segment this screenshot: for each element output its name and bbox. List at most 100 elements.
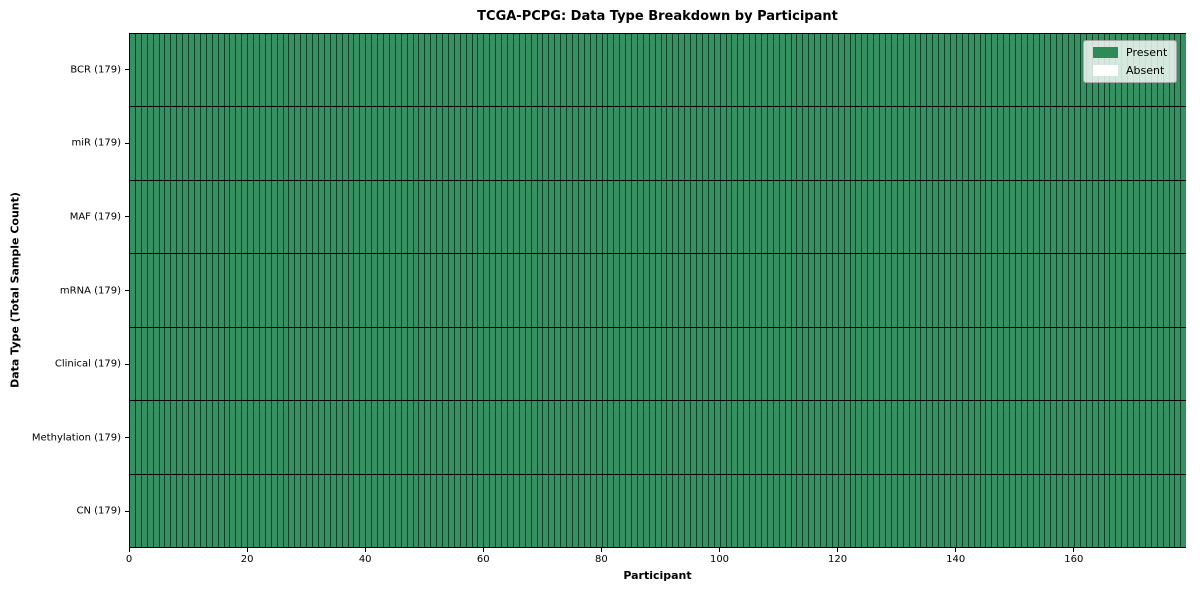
heatmap-cell (248, 254, 255, 327)
heatmap-cell (147, 107, 154, 180)
heatmap-cell (602, 107, 609, 180)
heatmap-cell (531, 327, 538, 401)
heatmap-cell (254, 327, 260, 401)
heatmap-cell (419, 107, 426, 180)
heatmap-cell (732, 107, 739, 180)
heatmap-cell (147, 401, 154, 474)
heatmap-cell (271, 474, 278, 547)
heatmap-cell (1104, 180, 1111, 254)
legend-label-absent: Absent (1126, 64, 1165, 77)
heatmap-cell (271, 180, 278, 254)
heatmap-cell (933, 34, 940, 107)
heatmap-cell (1075, 401, 1081, 474)
heatmap-cell (720, 180, 727, 254)
heatmap-cell (383, 474, 390, 547)
heatmap-cell (177, 327, 184, 401)
heatmap-cell (809, 34, 816, 107)
heatmap-cell (531, 180, 538, 254)
heatmap-cell (838, 474, 845, 547)
heatmap-cell (342, 180, 349, 254)
heatmap-cell (726, 254, 733, 327)
heatmap-cell (242, 327, 249, 401)
heatmap-cell (992, 401, 999, 474)
heatmap-cell (271, 34, 278, 107)
heatmap-cell (537, 107, 544, 180)
heatmap-row (130, 34, 1187, 108)
heatmap-cell (448, 254, 455, 327)
heatmap-cell (862, 401, 869, 474)
heatmap-cell (419, 401, 426, 474)
heatmap-cell (1098, 327, 1105, 401)
heatmap-cell (265, 34, 272, 107)
heatmap-cell (856, 34, 863, 107)
heatmap-cell (726, 401, 733, 474)
heatmap-cell (206, 327, 213, 401)
heatmap-cell (177, 401, 184, 474)
heatmap-cell (637, 254, 644, 327)
heatmap-cell (886, 401, 892, 474)
heatmap-cell (307, 180, 314, 254)
heatmap-cell (1169, 180, 1176, 254)
heatmap-cell (844, 180, 851, 254)
heatmap-cell (543, 254, 550, 327)
heatmap-cell (756, 327, 762, 401)
heatmap-cell (236, 34, 243, 107)
heatmap-cell (212, 107, 219, 180)
heatmap-cell (572, 474, 579, 547)
heatmap-cell (968, 254, 975, 327)
heatmap-cell (750, 474, 757, 547)
heatmap-cell (513, 327, 520, 401)
heatmap-cell (283, 107, 290, 180)
heatmap-cell (466, 107, 473, 180)
heatmap-cell (797, 327, 804, 401)
heatmap-cell (850, 254, 857, 327)
heatmap-cell (212, 327, 219, 401)
heatmap-cell (265, 327, 272, 401)
heatmap-cell (206, 34, 213, 107)
heatmap-cell (496, 401, 503, 474)
heatmap-cell (1145, 327, 1152, 401)
heatmap-cell (891, 401, 898, 474)
heatmap-cell (655, 474, 662, 547)
heatmap-cell (354, 107, 361, 180)
heatmap-cell (868, 254, 875, 327)
heatmap-cell (1098, 107, 1105, 180)
heatmap-cell (431, 401, 438, 474)
heatmap-cell (177, 180, 184, 254)
heatmap-cell (366, 401, 373, 474)
heatmap-cell (891, 34, 898, 107)
heatmap-cell (620, 107, 627, 180)
heatmap-cell (679, 401, 686, 474)
heatmap-cell (1181, 327, 1187, 401)
heatmap-cell (1015, 474, 1022, 547)
heatmap-cell (614, 180, 621, 254)
heatmap-cell (283, 327, 290, 401)
heatmap-cell (596, 180, 603, 254)
heatmap-cell (803, 474, 810, 547)
heatmap-cell (956, 107, 963, 180)
heatmap-cell (962, 401, 969, 474)
heatmap-cell (212, 180, 219, 254)
heatmap-cell (295, 107, 302, 180)
heatmap-cell (679, 327, 686, 401)
heatmap-cell (448, 107, 455, 180)
heatmap-cell (720, 107, 727, 180)
heatmap-cell (673, 34, 680, 107)
heatmap-cell (968, 34, 975, 107)
heatmap-cell (372, 34, 379, 107)
heatmap-cell (732, 254, 739, 327)
heatmap-cell (1015, 401, 1022, 474)
heatmap-cell (431, 327, 438, 401)
heatmap-cell (319, 180, 325, 254)
heatmap-cell (986, 401, 993, 474)
heatmap-cell (407, 401, 414, 474)
heatmap-cell (254, 401, 260, 474)
heatmap-cell (915, 254, 922, 327)
heatmap-cell (383, 34, 390, 107)
heatmap-cell (956, 34, 963, 107)
heatmap-cell (956, 180, 963, 254)
heatmap-cell (130, 34, 136, 107)
heatmap-cell (897, 474, 904, 547)
heatmap-cell (933, 254, 940, 327)
heatmap-cell (838, 180, 845, 254)
